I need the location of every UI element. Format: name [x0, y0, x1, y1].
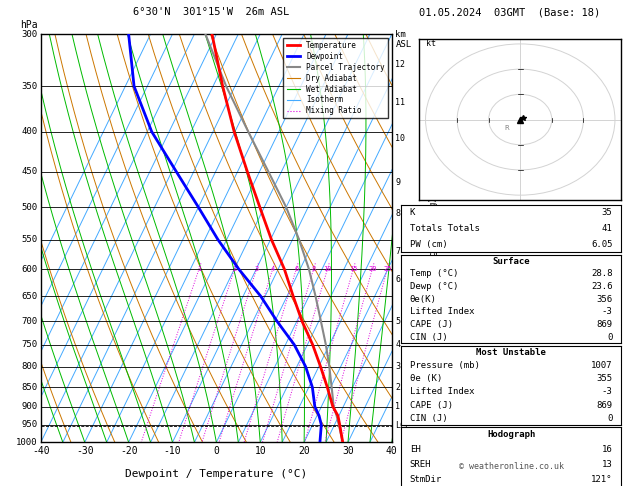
- Text: 25: 25: [383, 266, 392, 272]
- Text: 850: 850: [21, 382, 37, 392]
- Text: 0: 0: [607, 414, 613, 423]
- Text: 10: 10: [323, 266, 331, 272]
- Text: 900: 900: [21, 402, 37, 411]
- Text: 41: 41: [602, 224, 613, 233]
- Text: Lifted Index: Lifted Index: [409, 387, 474, 397]
- Text: Totals Totals: Totals Totals: [409, 224, 479, 233]
- Text: 400: 400: [21, 127, 37, 136]
- Text: SREH: SREH: [409, 460, 431, 469]
- Text: 650: 650: [21, 292, 37, 301]
- Text: 950: 950: [21, 420, 37, 429]
- Text: Mixing Ratio (g/kg): Mixing Ratio (g/kg): [430, 198, 438, 278]
- Text: StmDir: StmDir: [409, 475, 442, 485]
- Text: -3: -3: [602, 387, 613, 397]
- Text: 28.8: 28.8: [591, 269, 613, 278]
- Text: K: K: [409, 208, 415, 217]
- Text: 8: 8: [311, 266, 316, 272]
- Text: EH: EH: [409, 445, 420, 454]
- Legend: Temperature, Dewpoint, Parcel Trajectory, Dry Adiabat, Wet Adiabat, Isotherm, Mi: Temperature, Dewpoint, Parcel Trajectory…: [284, 38, 388, 119]
- Text: 1: 1: [197, 266, 201, 272]
- Text: 1: 1: [396, 402, 401, 411]
- Text: 11: 11: [396, 98, 405, 107]
- Text: Dewpoint / Temperature (°C): Dewpoint / Temperature (°C): [125, 469, 308, 479]
- Text: 9: 9: [396, 178, 401, 187]
- Text: Most Unstable: Most Unstable: [476, 348, 546, 357]
- Text: CIN (J): CIN (J): [409, 414, 447, 423]
- Text: -3: -3: [602, 307, 613, 316]
- Text: 4: 4: [270, 266, 275, 272]
- Text: Surface: Surface: [493, 257, 530, 265]
- Text: 7: 7: [396, 247, 401, 256]
- Text: 35: 35: [602, 208, 613, 217]
- Text: 6: 6: [294, 266, 298, 272]
- Text: 16: 16: [602, 445, 613, 454]
- Text: 12: 12: [396, 60, 405, 69]
- Text: Hodograph: Hodograph: [487, 431, 535, 439]
- Text: 350: 350: [21, 82, 37, 91]
- Text: R: R: [504, 124, 509, 131]
- Text: km
ASL: km ASL: [396, 30, 411, 50]
- Text: 0: 0: [607, 332, 613, 342]
- Text: 869: 869: [596, 401, 613, 410]
- Text: 600: 600: [21, 264, 37, 274]
- Text: 10: 10: [254, 446, 266, 456]
- Text: 2: 2: [396, 382, 401, 392]
- Text: 15: 15: [349, 266, 357, 272]
- Text: 13: 13: [602, 460, 613, 469]
- Text: © weatheronline.co.uk: © weatheronline.co.uk: [459, 462, 564, 471]
- Text: Pressure (mb): Pressure (mb): [409, 361, 479, 370]
- Text: 700: 700: [21, 317, 37, 326]
- Text: 300: 300: [21, 30, 37, 38]
- Text: 20: 20: [368, 266, 377, 272]
- Text: 8: 8: [396, 209, 401, 218]
- Text: 6: 6: [396, 275, 401, 283]
- Text: 550: 550: [21, 235, 37, 244]
- Text: 6.05: 6.05: [591, 240, 613, 249]
- Text: CAPE (J): CAPE (J): [409, 401, 453, 410]
- Text: 355: 355: [596, 374, 613, 383]
- Text: 750: 750: [21, 340, 37, 349]
- Text: 121°: 121°: [591, 475, 613, 485]
- Text: Temp (°C): Temp (°C): [409, 269, 458, 278]
- Text: 500: 500: [21, 203, 37, 212]
- Text: -30: -30: [76, 446, 94, 456]
- Text: 23.6: 23.6: [591, 282, 613, 291]
- Text: 1000: 1000: [16, 438, 37, 447]
- Text: CAPE (J): CAPE (J): [409, 320, 453, 329]
- Text: 6°30'N  301°15'W  26m ASL: 6°30'N 301°15'W 26m ASL: [133, 7, 289, 17]
- Text: 3: 3: [396, 362, 401, 371]
- Text: 30: 30: [342, 446, 354, 456]
- Text: 800: 800: [21, 362, 37, 371]
- Text: 1007: 1007: [591, 361, 613, 370]
- Text: -40: -40: [32, 446, 50, 456]
- Text: LCL: LCL: [396, 421, 410, 430]
- Text: 20: 20: [298, 446, 310, 456]
- Text: hPa: hPa: [19, 20, 37, 30]
- Text: 0: 0: [213, 446, 220, 456]
- Text: 450: 450: [21, 167, 37, 176]
- Text: kt: kt: [426, 39, 435, 49]
- Text: θe(K): θe(K): [409, 295, 437, 304]
- Text: 356: 356: [596, 295, 613, 304]
- Text: CIN (J): CIN (J): [409, 332, 447, 342]
- Text: 5: 5: [396, 317, 401, 326]
- Text: -10: -10: [164, 446, 181, 456]
- Text: Lifted Index: Lifted Index: [409, 307, 474, 316]
- Text: θe (K): θe (K): [409, 374, 442, 383]
- Text: 869: 869: [596, 320, 613, 329]
- Text: PW (cm): PW (cm): [409, 240, 447, 249]
- Text: 4: 4: [396, 340, 401, 349]
- Text: -20: -20: [120, 446, 138, 456]
- Text: Dewp (°C): Dewp (°C): [409, 282, 458, 291]
- Text: 01.05.2024  03GMT  (Base: 18): 01.05.2024 03GMT (Base: 18): [419, 7, 600, 17]
- Text: 3: 3: [254, 266, 259, 272]
- Text: 2: 2: [232, 266, 237, 272]
- Text: 40: 40: [386, 446, 398, 456]
- Text: 10: 10: [396, 134, 405, 143]
